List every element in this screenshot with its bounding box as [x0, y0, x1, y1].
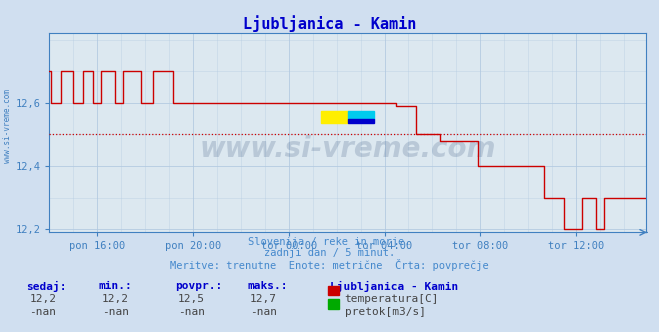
Text: 12,7: 12,7: [250, 294, 277, 304]
Text: 12,2: 12,2: [102, 294, 129, 304]
Text: www.si-vreme.com: www.si-vreme.com: [200, 135, 496, 163]
Text: pretok[m3/s]: pretok[m3/s]: [345, 307, 426, 317]
Text: -nan: -nan: [250, 307, 277, 317]
Bar: [348, 111, 374, 119]
Text: -nan: -nan: [30, 307, 56, 317]
Text: Meritve: trenutne  Enote: metrične  Črta: povprečje: Meritve: trenutne Enote: metrične Črta: …: [170, 259, 489, 271]
Text: temperatura[C]: temperatura[C]: [345, 294, 439, 304]
Text: www.si-vreme.com: www.si-vreme.com: [3, 89, 13, 163]
Text: povpr.:: povpr.:: [175, 281, 222, 290]
Text: Slovenija / reke in morje.: Slovenija / reke in morje.: [248, 237, 411, 247]
Text: 12,2: 12,2: [30, 294, 56, 304]
Text: min.:: min.:: [99, 281, 132, 290]
Text: 12,5: 12,5: [178, 294, 204, 304]
Text: -nan: -nan: [102, 307, 129, 317]
Text: sedaj:: sedaj:: [26, 281, 67, 291]
Text: Ljubljanica - Kamin: Ljubljanica - Kamin: [330, 281, 458, 291]
Text: zadnji dan / 5 minut.: zadnji dan / 5 minut.: [264, 248, 395, 258]
Bar: [348, 119, 374, 123]
Bar: [321, 111, 348, 123]
Text: maks.:: maks.:: [247, 281, 287, 290]
Text: Ljubljanica - Kamin: Ljubljanica - Kamin: [243, 15, 416, 32]
Text: -nan: -nan: [178, 307, 204, 317]
